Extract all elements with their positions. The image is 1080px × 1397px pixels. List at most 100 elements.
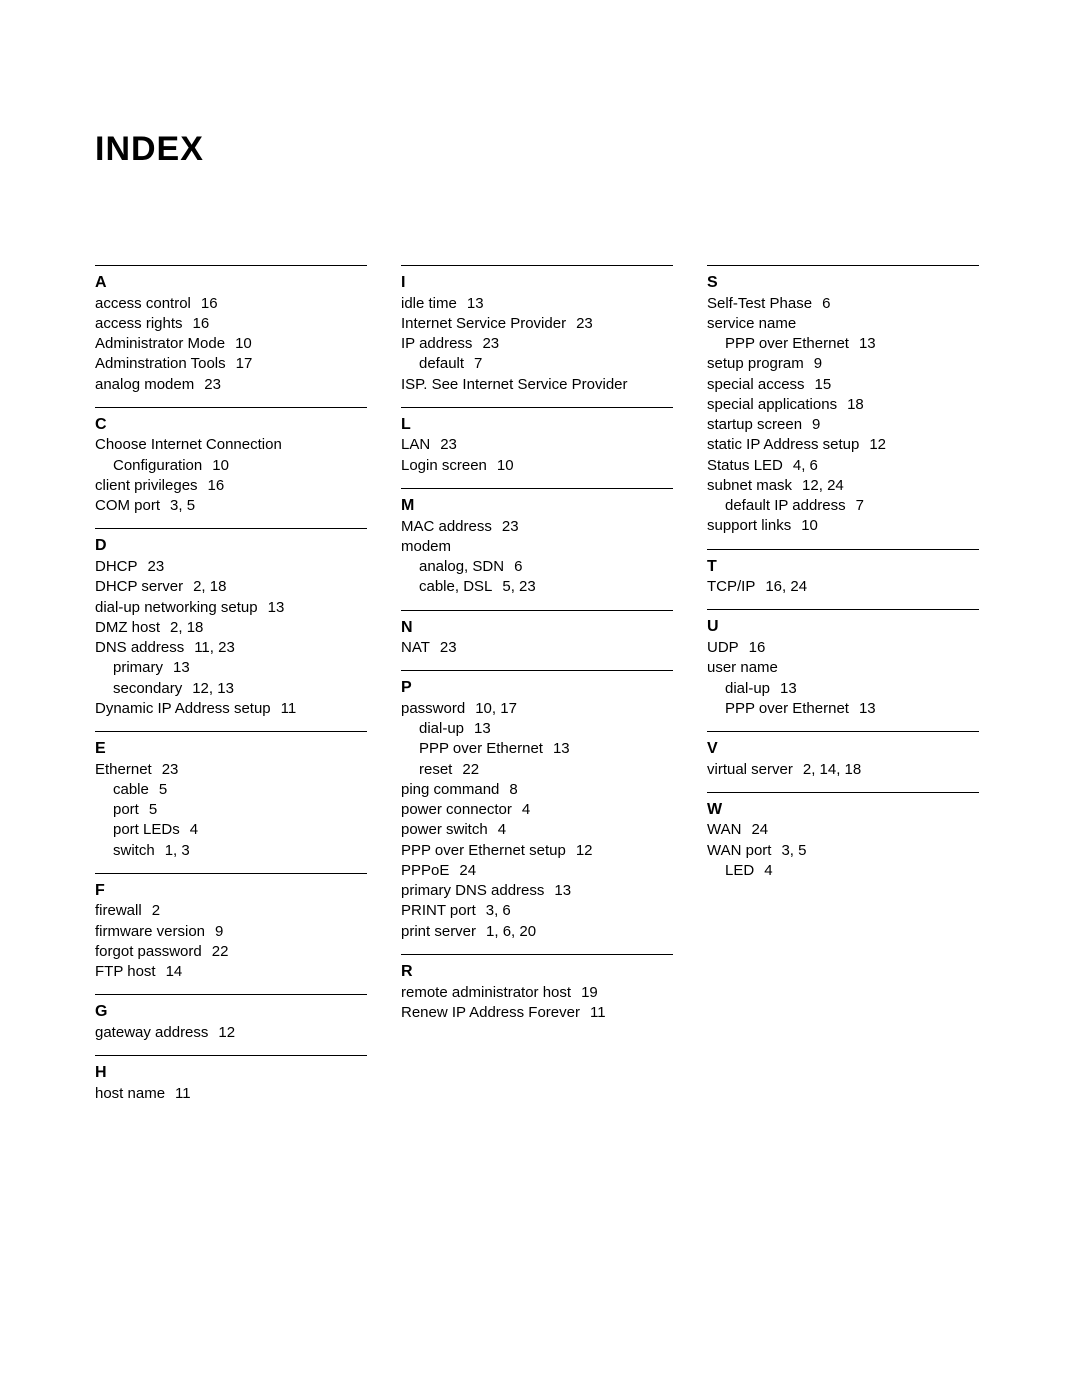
entry-pages: 23 xyxy=(148,558,165,575)
index-entry: cable5 xyxy=(95,780,367,800)
entry-pages: 4 xyxy=(764,862,772,879)
index-entry: DMZ host2, 18 xyxy=(95,618,367,638)
section-letter: N xyxy=(401,617,673,639)
entry-term: firewall xyxy=(95,902,142,919)
index-entry: Dynamic IP Address setup11 xyxy=(95,699,367,719)
entry-term: port xyxy=(113,801,139,818)
entry-pages: 16, 24 xyxy=(765,578,807,595)
entry-pages: 11, 23 xyxy=(194,639,235,656)
index-entry: Configuration10 xyxy=(95,456,367,476)
entry-pages: 17 xyxy=(236,355,253,372)
entry-term: firmware version xyxy=(95,923,205,940)
entry-term: primary xyxy=(113,659,163,676)
entry-term: ISP. See Internet Service Provider xyxy=(401,376,628,393)
entry-term: reset xyxy=(419,761,452,778)
entry-term: DHCP server xyxy=(95,578,183,595)
entry-pages: 23 xyxy=(482,335,499,352)
index-entry: Status LED4, 6 xyxy=(707,456,979,476)
entry-term: default xyxy=(419,355,464,372)
entry-term: Internet Service Provider xyxy=(401,315,566,332)
section-letter: R xyxy=(401,961,673,983)
entry-term: Configuration xyxy=(113,457,202,474)
entry-pages: 11 xyxy=(281,700,297,717)
entry-pages: 2, 18 xyxy=(170,619,203,636)
section-letter: V xyxy=(707,738,979,760)
index-entry: DHCP23 xyxy=(95,557,367,577)
entry-pages: 2, 18 xyxy=(193,578,226,595)
entry-pages: 13 xyxy=(173,659,190,676)
index-entry: Internet Service Provider23 xyxy=(401,314,673,334)
index-section: Ggateway address12 xyxy=(95,994,367,1043)
entry-pages: 11 xyxy=(590,1004,606,1021)
index-section: Ffirewall2firmware version9forgot passwo… xyxy=(95,873,367,983)
entry-pages: 15 xyxy=(815,376,832,393)
entry-term: Adminstration Tools xyxy=(95,355,226,372)
entry-pages: 14 xyxy=(166,963,183,980)
entry-pages: 13 xyxy=(553,740,570,757)
index-entry: PPP over Ethernet 13 xyxy=(401,739,673,759)
index-column: SSelf-Test Phase6service namePPP over Et… xyxy=(707,265,979,1116)
index-entry: Administrator Mode10 xyxy=(95,334,367,354)
section-letter: C xyxy=(95,414,367,436)
entry-pages: 16 xyxy=(201,295,218,312)
index-entry: default7 xyxy=(401,354,673,374)
index-section: Rremote administrator host19Renew IP Add… xyxy=(401,954,673,1023)
entry-term: PPP over Ethernet xyxy=(725,335,849,352)
index-section: Ppassword10, 17dial-up13PPP over Etherne… xyxy=(401,670,673,942)
entry-term: support links xyxy=(707,517,791,534)
index-entry: access control16 xyxy=(95,294,367,314)
entry-term: port LEDs xyxy=(113,821,180,838)
index-entry: ISP. See Internet Service Provider xyxy=(401,375,673,395)
index-entry: startup screen9 xyxy=(707,415,979,435)
index-section: MMAC address23modemanalog, SDN6cable, DS… xyxy=(401,488,673,598)
index-columns: Aaccess control16access rights16Administ… xyxy=(95,265,985,1116)
index-entry: Renew IP Address Forever 11 xyxy=(401,1003,673,1023)
entry-term: cable xyxy=(113,781,149,798)
entry-pages: 23 xyxy=(162,761,179,778)
section-letter: F xyxy=(95,880,367,902)
index-entry: DNS address11, 23 xyxy=(95,638,367,658)
index-entry: forgot password22 xyxy=(95,942,367,962)
section-letter: S xyxy=(707,272,979,294)
entry-pages: 7 xyxy=(856,497,864,514)
entry-pages: 13 xyxy=(780,680,797,697)
entry-term: Renew IP Address Forever xyxy=(401,1004,580,1021)
entry-term: PRINT port xyxy=(401,902,476,919)
entry-term: modem xyxy=(401,538,451,555)
index-entry: Choose Internet Connection xyxy=(95,435,367,455)
index-entry: TCP/IP16, 24 xyxy=(707,577,979,597)
entry-pages: 12 xyxy=(576,842,593,859)
entry-term: MAC address xyxy=(401,518,492,535)
entry-term: COM port xyxy=(95,497,160,514)
entry-pages: 23 xyxy=(502,518,519,535)
entry-pages: 12 xyxy=(869,436,886,453)
entry-pages: 16 xyxy=(193,315,210,332)
index-section: Aaccess control16access rights16Administ… xyxy=(95,265,367,395)
entry-pages: 4 xyxy=(190,821,198,838)
index-entry: modem xyxy=(401,537,673,557)
index-section: NNAT23 xyxy=(401,610,673,659)
index-section: DDHCP23DHCP server2, 18dial-up networkin… xyxy=(95,528,367,719)
section-letter: P xyxy=(401,677,673,699)
index-entry: firewall2 xyxy=(95,901,367,921)
entry-pages: 3, 5 xyxy=(170,497,195,514)
index-entry: access rights 16 xyxy=(95,314,367,334)
entry-pages: 6 xyxy=(822,295,830,312)
entry-term: access rights xyxy=(95,315,183,332)
index-section: Vvirtual server2, 14, 18 xyxy=(707,731,979,780)
entry-term: PPP over Ethernet xyxy=(419,740,543,757)
index-entry: support links10 xyxy=(707,516,979,536)
section-letter: G xyxy=(95,1001,367,1023)
entry-term: PPP over Ethernet xyxy=(725,700,849,717)
index-entry: firmware version9 xyxy=(95,922,367,942)
entry-pages: 10 xyxy=(497,457,514,474)
index-entry: analog, SDN6 xyxy=(401,557,673,577)
index-entry: analog modem23 xyxy=(95,375,367,395)
entry-pages: 8 xyxy=(509,781,517,798)
index-entry: idle time13 xyxy=(401,294,673,314)
index-entry: PPP over Ethernet13 xyxy=(707,334,979,354)
index-entry: default IP address7 xyxy=(707,496,979,516)
section-letter: U xyxy=(707,616,979,638)
index-section: EEthernet23cable5port5port LEDs4switch1,… xyxy=(95,731,367,861)
entry-term: PPPoE xyxy=(401,862,449,879)
